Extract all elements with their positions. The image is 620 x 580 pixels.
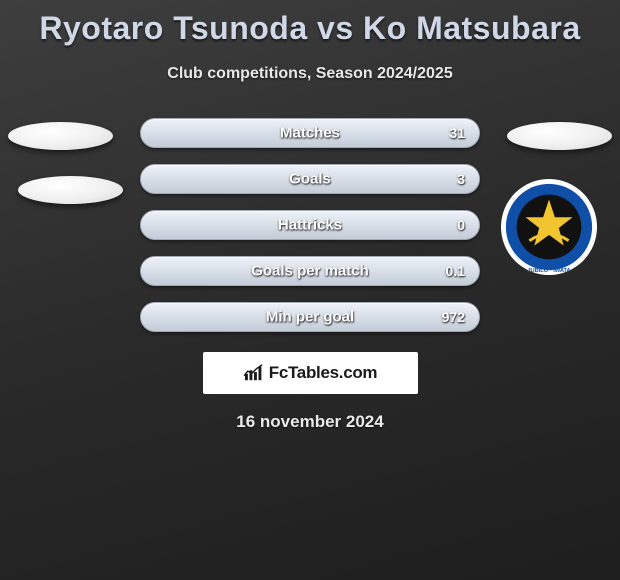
stat-value: 0: [457, 217, 465, 233]
stat-bar: Goals 3: [140, 164, 480, 194]
stat-label: Goals: [289, 171, 331, 188]
stat-label: Min per goal: [266, 309, 354, 326]
left-player-logo-1: [8, 122, 113, 150]
page-title: Ryotaro Tsunoda vs Ko Matsubara: [0, 0, 620, 47]
stat-bar: Matches 31: [140, 118, 480, 148]
stat-value: 3: [457, 171, 465, 187]
stat-value: 0.1: [446, 263, 465, 279]
stat-value: 972: [442, 309, 465, 325]
club-badge: YAMAHA FC JUBILO · IWATA: [500, 178, 598, 276]
branding-text: FcTables.com: [269, 363, 378, 383]
stat-bar: Goals per match 0.1: [140, 256, 480, 286]
stat-bar: Min per goal 972: [140, 302, 480, 332]
svg-text:JUBILO · IWATA: JUBILO · IWATA: [527, 268, 570, 274]
date-text: 16 november 2024: [0, 412, 620, 432]
left-player-logo-2: [18, 176, 123, 204]
subtitle: Club competitions, Season 2024/2025: [0, 65, 620, 83]
stat-label: Goals per match: [251, 263, 369, 280]
stat-bar: Hattricks 0: [140, 210, 480, 240]
svg-text:YAMAHA FC: YAMAHA FC: [531, 188, 567, 194]
stat-label: Matches: [280, 125, 340, 142]
stat-value: 31: [449, 125, 465, 141]
stat-label: Hattricks: [278, 217, 342, 234]
chart-icon: [243, 364, 265, 382]
branding-box: FcTables.com: [203, 352, 418, 394]
right-player-logo-1: [507, 122, 612, 150]
